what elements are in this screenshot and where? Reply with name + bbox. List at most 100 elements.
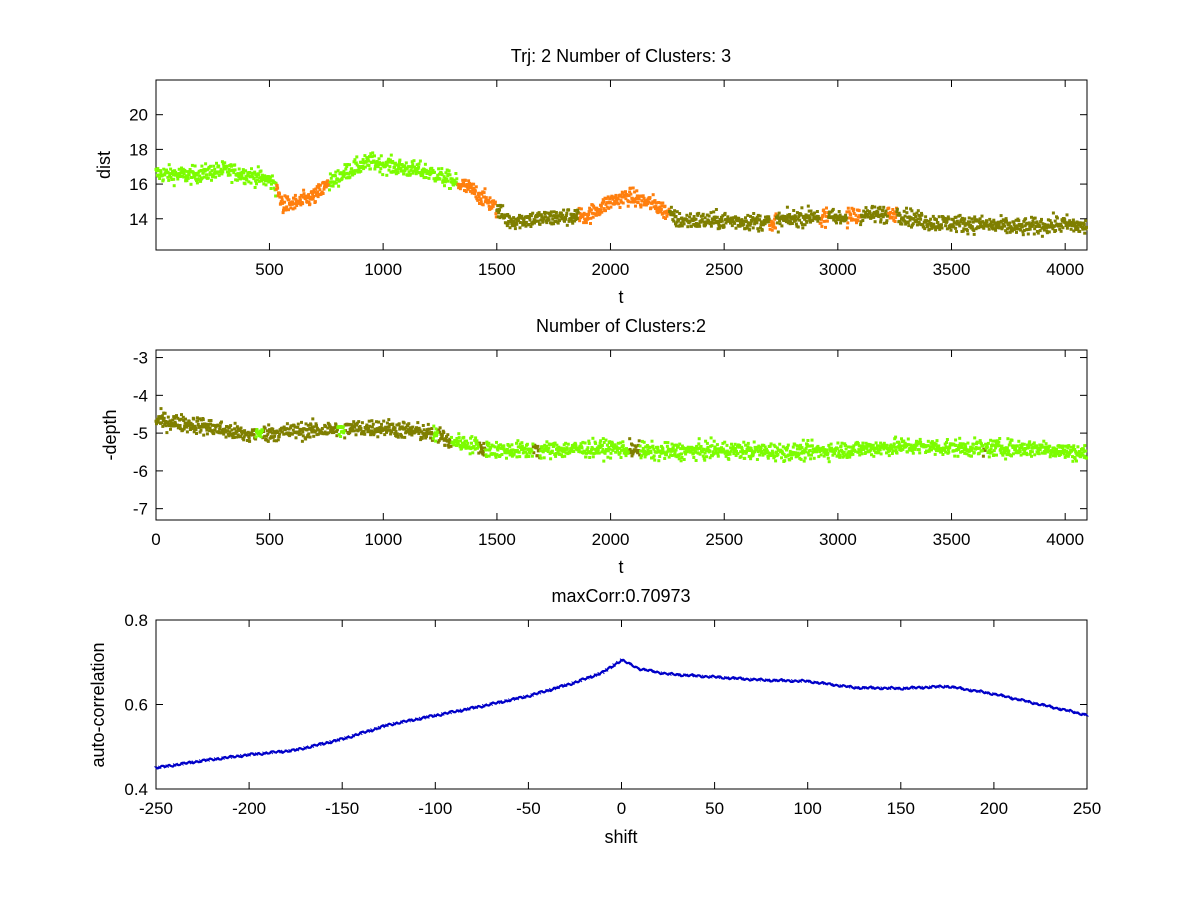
- data-point: [749, 214, 752, 218]
- data-point: [584, 455, 588, 459]
- data-point: [438, 426, 442, 430]
- data-point: [788, 213, 792, 216]
- data-point: [1007, 443, 1011, 447]
- data-point: [350, 167, 354, 171]
- data-point: [871, 443, 875, 447]
- data-point: [198, 430, 202, 434]
- data-point: [981, 220, 985, 224]
- data-point: [609, 451, 613, 455]
- data-point: [425, 434, 428, 438]
- data-point: [446, 443, 450, 447]
- data-point: [767, 217, 771, 221]
- data-point: [882, 221, 886, 225]
- data-point: [567, 208, 571, 212]
- data-point: [933, 452, 937, 456]
- data-point: [704, 449, 708, 453]
- data-point: [642, 203, 646, 207]
- data-point: [165, 431, 169, 435]
- data-point: [489, 446, 493, 450]
- data-point: [302, 192, 306, 196]
- data-point: [1003, 694, 1007, 699]
- data-point: [480, 446, 484, 450]
- data-point: [233, 163, 237, 167]
- data-point: [492, 199, 496, 203]
- data-point: [471, 188, 475, 192]
- data-point: [905, 211, 909, 215]
- data-point: [990, 450, 994, 454]
- data-point: [378, 429, 382, 433]
- data-point: [159, 171, 163, 174]
- data-point: [1008, 441, 1012, 445]
- data-point: [364, 159, 368, 163]
- data-point: [872, 448, 876, 452]
- data-point: [954, 226, 958, 230]
- data-point: [662, 215, 666, 219]
- data-point: [226, 429, 230, 433]
- data-point: [366, 430, 370, 434]
- data-point: [224, 166, 228, 170]
- data-point: [518, 213, 521, 217]
- data-point: [339, 435, 343, 438]
- data-point: [1026, 232, 1030, 236]
- data-point: [374, 430, 378, 434]
- data-point: [865, 209, 869, 213]
- data-point: [198, 759, 203, 763]
- data-point: [310, 430, 314, 434]
- data-point: [784, 455, 788, 459]
- data-point: [381, 161, 385, 165]
- data-point: [409, 428, 413, 432]
- data-point: [703, 458, 707, 462]
- data-point: [659, 451, 663, 455]
- data-point: [843, 684, 847, 689]
- data-point: [929, 217, 933, 221]
- data-point: [1046, 450, 1049, 454]
- data-point: [672, 219, 676, 223]
- y-tick-label: 0.8: [124, 611, 148, 630]
- data-point: [916, 217, 920, 221]
- data-point: [171, 418, 175, 422]
- data-point: [1081, 712, 1086, 717]
- data-point: [571, 445, 575, 449]
- data-point: [267, 179, 271, 183]
- data-point: [394, 429, 398, 433]
- data-point: [1042, 228, 1046, 232]
- data-point: [281, 201, 285, 205]
- data-point: [642, 440, 646, 444]
- data-point: [508, 444, 512, 448]
- data-point: [1010, 454, 1013, 458]
- data-point: [162, 416, 166, 420]
- data-point: [790, 453, 794, 457]
- data-point: [289, 206, 293, 210]
- data-point: [576, 208, 580, 212]
- data-point: [712, 439, 716, 443]
- data-point: [980, 224, 983, 228]
- data-point: [552, 686, 557, 691]
- data-point: [396, 435, 400, 439]
- data-point: [544, 211, 548, 215]
- data-point: [202, 175, 206, 179]
- data-point: [875, 446, 878, 450]
- data-point: [894, 449, 898, 452]
- data-point: [1081, 225, 1085, 229]
- data-point: [790, 222, 794, 225]
- data-point: [850, 685, 855, 690]
- data-point: [877, 451, 881, 455]
- data-point: [753, 222, 757, 226]
- data-point: [978, 221, 982, 224]
- data-point: [894, 212, 898, 216]
- data-point: [727, 457, 731, 461]
- data-point: [744, 216, 747, 220]
- data-point: [431, 437, 435, 441]
- data-point: [366, 729, 371, 733]
- data-point: [349, 171, 353, 175]
- data-point: [607, 446, 611, 449]
- data-point: [158, 415, 162, 419]
- data-point: [169, 167, 173, 171]
- data-point: [610, 441, 614, 445]
- data-point: [334, 181, 338, 185]
- data-point: [1030, 215, 1033, 219]
- data-point: [233, 427, 237, 431]
- data-point: [960, 216, 964, 220]
- data-point: [619, 200, 623, 204]
- data-point: [802, 459, 806, 463]
